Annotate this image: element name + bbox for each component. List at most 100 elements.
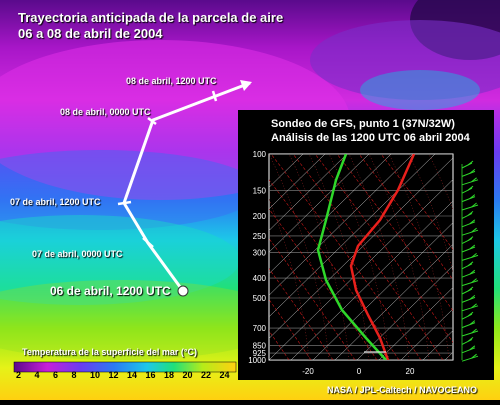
- wind-barb: [461, 229, 479, 236]
- trajectory-label-08-1200: 08 de abril, 1200 UTC: [126, 76, 217, 86]
- dry-adiabat-line: [380, 154, 453, 250]
- legend-tick: 12: [108, 370, 119, 380]
- wind-barb: [461, 338, 473, 345]
- temperature-tick-label: 0: [357, 367, 362, 376]
- dry-adiabat-line: [269, 179, 400, 360]
- moist-adiabat-line: [328, 154, 390, 360]
- wind-barb: [461, 238, 473, 245]
- moist-adiabat-line: [368, 154, 430, 360]
- wind-barb-flag: [469, 169, 476, 174]
- dry-adiabat-line: [269, 298, 312, 360]
- temperature-tick-label: 20: [406, 367, 415, 376]
- wind-barb: [461, 196, 476, 203]
- wind-barb: [461, 280, 479, 287]
- dry-adiabat-line: [336, 154, 453, 312]
- wind-barb: [461, 170, 476, 177]
- wind-barb-flag: [469, 219, 476, 225]
- wind-barb-flag: [469, 269, 476, 275]
- isotherm-line: [269, 154, 392, 275]
- wind-barb: [461, 246, 476, 253]
- isotherm-line: [489, 154, 494, 360]
- isotherm-line: [269, 179, 453, 360]
- wind-barb: [461, 187, 473, 194]
- moist-adiabat-line: [408, 154, 453, 273]
- dry-adiabat-line: [269, 268, 334, 360]
- isotherm-line: [356, 265, 453, 360]
- legend-tick: 24: [219, 370, 230, 380]
- wind-barb: [461, 179, 479, 186]
- pressure-tick-label: 250: [253, 232, 267, 241]
- wind-barb: [461, 221, 476, 228]
- moist-adiabat-line: [348, 154, 410, 360]
- pressure-tick-label: 700: [253, 324, 267, 333]
- wind-barb: [461, 355, 479, 362]
- pressure-tick-label: 500: [253, 294, 267, 303]
- moist-adiabat-line: [288, 154, 350, 360]
- legend-tick: 6: [53, 370, 59, 380]
- wind-barb-flag: [471, 278, 477, 283]
- wind-barb: [461, 212, 473, 219]
- trajectory-time-tick: [147, 117, 157, 125]
- pressure-tick-label: 400: [253, 274, 267, 283]
- wind-barb-flag: [471, 353, 477, 359]
- wind-barb-flag: [471, 253, 477, 258]
- isotherm-line: [467, 154, 494, 360]
- wind-barb: [461, 313, 473, 320]
- wind-barb: [461, 254, 479, 261]
- wind-barb-flag: [467, 311, 474, 317]
- pressure-tick-label: 200: [253, 212, 267, 221]
- dewpoint-profile: [316, 154, 387, 360]
- isotherm-line: [334, 243, 453, 360]
- wind-barb: [461, 288, 473, 295]
- trajectory-start-dot: [177, 285, 189, 297]
- temperature-tick-label: -20: [302, 367, 314, 376]
- wind-barb-flag: [467, 160, 474, 166]
- wind-barb-flag: [471, 303, 477, 309]
- legend-tick: 14: [127, 370, 138, 380]
- pressure-tick-label: 300: [253, 248, 267, 257]
- wind-barb-flag: [467, 211, 474, 216]
- wind-barb-flag: [471, 328, 477, 334]
- wind-barb: [461, 263, 473, 270]
- wind-barb-flag: [467, 236, 474, 241]
- legend-tick: 2: [16, 370, 22, 380]
- dry-adiabat-line: [269, 330, 290, 360]
- wind-barb: [461, 322, 476, 329]
- wind-barb-flag: [471, 227, 477, 233]
- wind-barb: [461, 162, 473, 169]
- pressure-tick-label: 100: [253, 150, 267, 159]
- trajectory-label-06-1200: 06 de abril, 1200 UTC: [50, 284, 171, 298]
- wind-barb: [461, 271, 476, 278]
- map-title: Trayectoria anticipada de la parcela de …: [18, 10, 283, 42]
- wind-barb: [461, 330, 479, 337]
- dry-adiabat-line: [269, 238, 356, 360]
- legend-tick: 8: [71, 370, 77, 380]
- wind-barb-flag: [467, 185, 474, 191]
- map-title-line2: 06 a 08 de abril de 2004: [18, 26, 163, 41]
- moist-adiabat-line: [269, 198, 310, 360]
- wind-barb: [461, 296, 476, 303]
- trajectory-label-08-0000: 08 de abril, 0000 UTC: [60, 107, 151, 117]
- wind-barb-flag: [469, 345, 476, 351]
- moist-adiabat-line: [269, 154, 330, 360]
- isotherm-line: [400, 308, 453, 360]
- wind-barb-flag: [467, 286, 474, 292]
- isotherm-line: [269, 154, 414, 296]
- legend-title: Temperatura de la superficie del mar (°C…: [22, 347, 197, 357]
- wind-barb-flag: [469, 320, 476, 325]
- trajectory-time-tick: [211, 90, 218, 102]
- pressure-tick-label: 850: [253, 341, 267, 350]
- legend-tick: 18: [164, 370, 175, 380]
- legend-tick: 22: [201, 370, 212, 380]
- trajectory-time-tick: [117, 200, 132, 206]
- legend-tick: 4: [34, 370, 40, 380]
- skew-t-title-line1: Sondeo de GFS, punto 1 (37N/32W): [271, 118, 455, 130]
- map-title-line1: Trayectoria anticipada de la parcela de …: [18, 10, 284, 25]
- skew-t-title: Sondeo de GFS, punto 1 (37N/32W) Análisi…: [271, 117, 470, 145]
- moist-adiabat-line: [388, 154, 450, 360]
- dry-adiabat-line: [292, 154, 444, 360]
- credit-text: NASA / JPL-Caltech / NAVOCEANO: [327, 385, 478, 395]
- trajectory-path: [117, 80, 252, 297]
